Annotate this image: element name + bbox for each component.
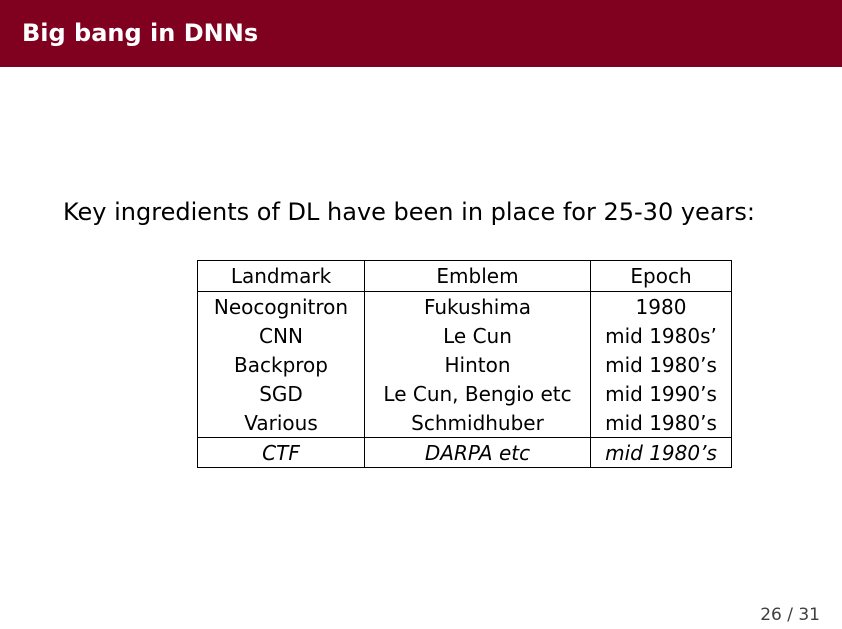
cell-emblem: Le Cun, Bengio etc — [364, 379, 591, 408]
table-row-ctf: CTF DARPA etc mid 1980’s — [197, 437, 732, 468]
table-row: Various Schmidhuber mid 1980’s — [197, 408, 732, 438]
cell-epoch: 1980 — [590, 291, 732, 321]
header-epoch: Epoch — [590, 260, 732, 292]
cell-epoch: mid 1980’s — [590, 437, 732, 468]
table-row: Neocognitron Fukushima 1980 — [197, 291, 732, 321]
cell-landmark: Backprop — [197, 350, 365, 379]
cell-landmark: SGD — [197, 379, 365, 408]
table-row: CNN Le Cun mid 1980s’ — [197, 321, 732, 350]
cell-emblem: Fukushima — [364, 291, 591, 321]
landmarks-table: Landmark Emblem Epoch Neocognitron Fukus… — [197, 260, 732, 468]
cell-emblem: Le Cun — [364, 321, 591, 350]
cell-epoch: mid 1980’s — [590, 350, 732, 379]
cell-landmark: Neocognitron — [197, 291, 365, 321]
title-bar: Big bang in DNNs — [0, 0, 842, 67]
header-landmark: Landmark — [197, 260, 365, 292]
cell-landmark: Various — [197, 408, 365, 438]
cell-emblem: DARPA etc — [364, 437, 591, 468]
cell-epoch: mid 1990’s — [590, 379, 732, 408]
intro-text: Key ingredients of DL have been in place… — [63, 198, 755, 226]
cell-epoch: mid 1980’s — [590, 408, 732, 438]
cell-landmark: CNN — [197, 321, 365, 350]
table-row: SGD Le Cun, Bengio etc mid 1990’s — [197, 379, 732, 408]
cell-landmark: CTF — [197, 437, 365, 468]
table-row: Backprop Hinton mid 1980’s — [197, 350, 732, 379]
table-header-row: Landmark Emblem Epoch — [197, 260, 732, 292]
cell-emblem: Schmidhuber — [364, 408, 591, 438]
slide-title: Big bang in DNNs — [22, 19, 259, 47]
header-emblem: Emblem — [364, 260, 591, 292]
cell-emblem: Hinton — [364, 350, 591, 379]
page-number: 26 / 31 — [760, 605, 820, 625]
cell-epoch: mid 1980s’ — [590, 321, 732, 350]
